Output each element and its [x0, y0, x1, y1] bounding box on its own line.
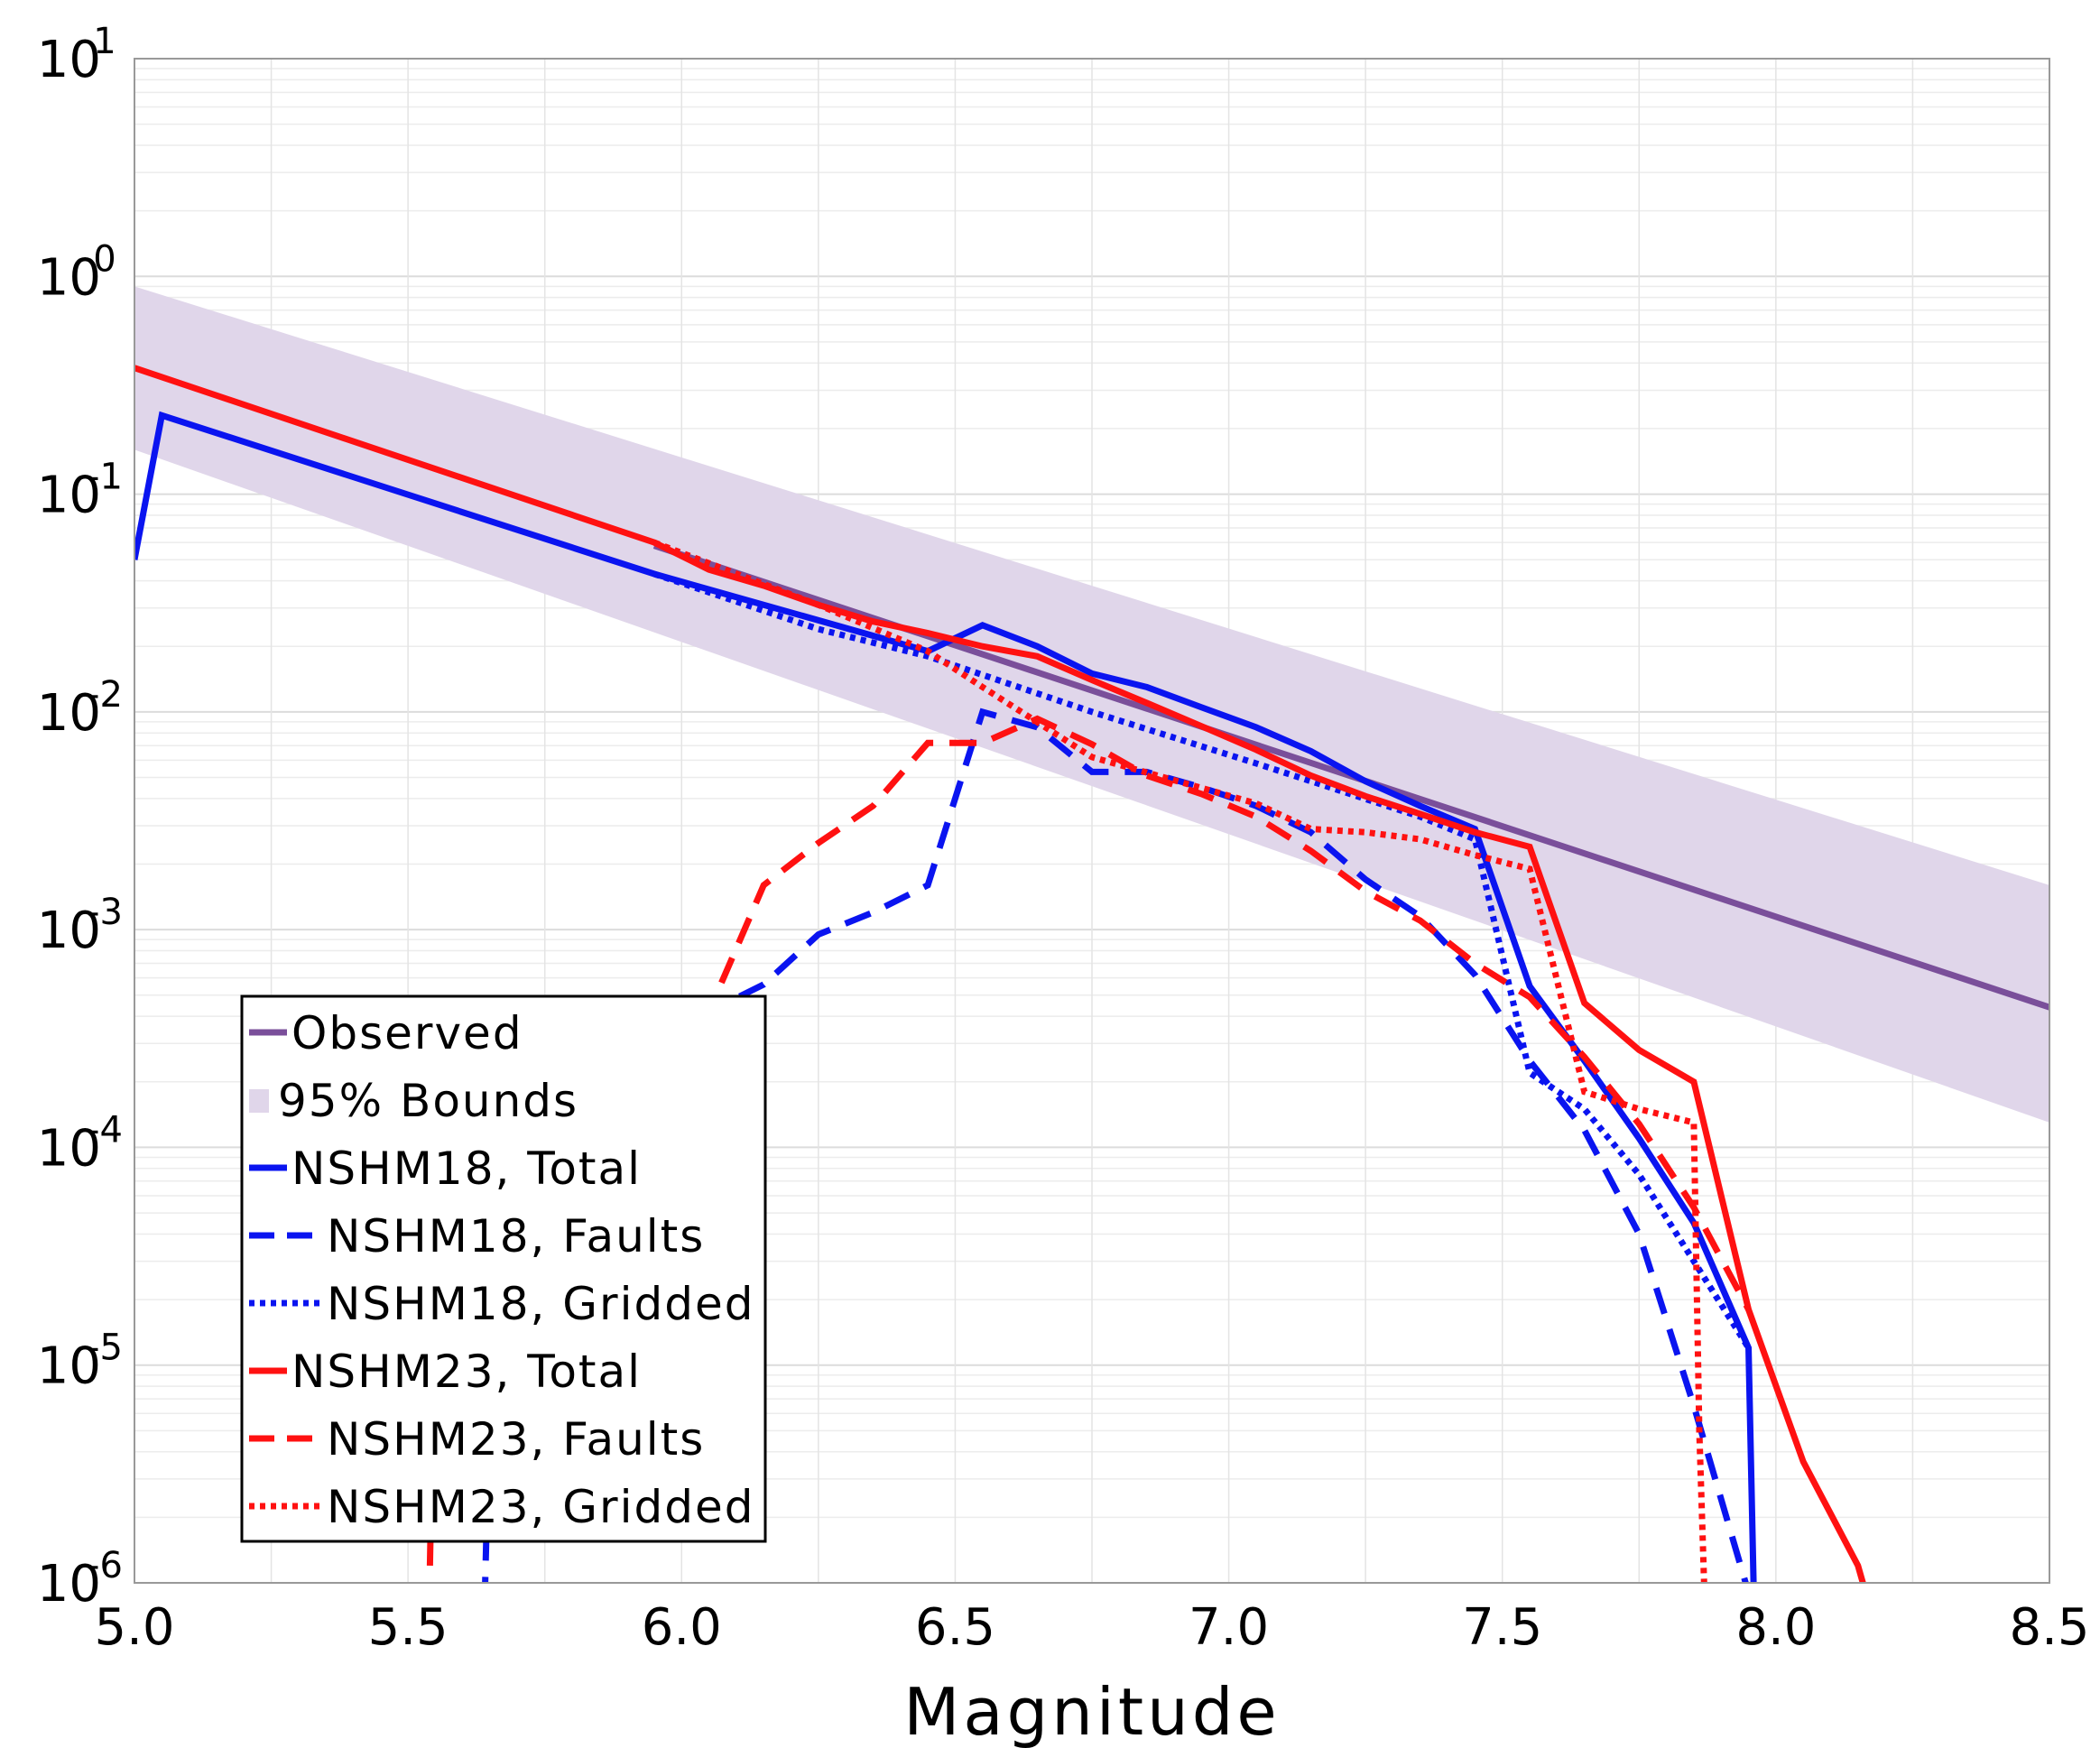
series-nshm18-gridded	[652, 570, 1752, 1350]
x-tick-label: 7.5	[1462, 1598, 1542, 1657]
y-tick-exponent: 1	[93, 21, 116, 62]
legend-item-observed: Observed	[249, 1007, 523, 1059]
y-tick-exponent: -1	[87, 457, 123, 498]
y-tick-base: 10	[37, 1337, 101, 1396]
y-tick: 10-4	[37, 1109, 123, 1178]
legend-label: NSHM18, Total	[291, 1142, 642, 1195]
series-nshm18-total	[134, 411, 1757, 1583]
legend-item-nshm23-faults: NSHM23, Faults	[249, 1413, 705, 1466]
legend-label: NSHM18, Faults	[327, 1210, 705, 1262]
x-axis-label: Magnitude	[903, 1674, 1280, 1748]
y-tick: 10-3	[37, 892, 123, 960]
y-tick: 101	[37, 21, 116, 89]
x-tick-label: 8.0	[1735, 1598, 1816, 1657]
y-tick-base: 10	[37, 248, 101, 307]
x-tick-label: 5.5	[368, 1598, 449, 1657]
y-tick-base: 10	[37, 31, 101, 89]
legend-label: NSHM23, Faults	[327, 1413, 705, 1466]
legend-swatch	[249, 1089, 269, 1113]
y-tick: 10-2	[37, 674, 123, 743]
y-tick: 100	[37, 238, 116, 307]
bounds-band	[134, 286, 2049, 1123]
y-tick-exponent: -6	[87, 1545, 123, 1586]
y-tick: 10-5	[37, 1327, 123, 1396]
y-tick-base: 10	[37, 1119, 101, 1178]
legend-label: Observed	[291, 1007, 523, 1059]
legend-label: NSHM23, Gridded	[327, 1481, 754, 1533]
legend-item-nshm23-gridded: NSHM23, Gridded	[249, 1481, 754, 1533]
legend-item-nshm18-total: NSHM18, Total	[249, 1142, 642, 1195]
legend: Observed 95% Bounds NSHM18, Total NSHM18, F…	[240, 994, 767, 1543]
x-tick-label: 8.5	[2009, 1598, 2089, 1657]
legend-item-nshm23-total: NSHM23, Total	[249, 1346, 642, 1398]
y-tick-base: 10	[37, 902, 101, 960]
y-tick-exponent: -2	[87, 674, 123, 716]
legend-item-nshm18-gridded: NSHM18, Gridded	[249, 1278, 754, 1330]
x-tick-label: 7.0	[1189, 1598, 1269, 1657]
y-tick: 10-1	[37, 457, 123, 525]
x-axis-ticks: 5.0 5.5 6.0 6.5 7.0 7.5 8.0 8.5	[94, 1598, 2089, 1657]
y-tick: 10-6	[37, 1545, 123, 1614]
y-tick-base: 10	[37, 1555, 101, 1614]
plot-frame	[134, 58, 2050, 1584]
y-tick-base: 10	[37, 684, 101, 743]
series-nshm23-faults	[426, 715, 1752, 1566]
legend-item-95-bounds: 95% Bounds	[249, 1075, 578, 1127]
legend-label: NSHM18, Gridded	[327, 1278, 754, 1330]
legend-label: NSHM23, Total	[291, 1346, 642, 1398]
series-nshm23-gridded	[652, 539, 1707, 1583]
y-tick-exponent: -3	[87, 892, 123, 933]
legend-label: 95% Bounds	[278, 1075, 578, 1127]
x-tick-label: 6.0	[642, 1598, 722, 1657]
y-tick-base: 10	[37, 467, 101, 525]
x-tick-label: 5.0	[94, 1598, 174, 1657]
legend-box	[240, 994, 767, 1543]
y-tick-exponent: -5	[87, 1327, 123, 1369]
x-tick-label: 6.5	[915, 1598, 995, 1657]
y-tick-exponent: 0	[93, 238, 116, 280]
y-tick-exponent: -4	[87, 1109, 123, 1151]
band-95-bounds	[134, 286, 2049, 1123]
legend-item-nshm18-faults: NSHM18, Faults	[249, 1210, 705, 1262]
